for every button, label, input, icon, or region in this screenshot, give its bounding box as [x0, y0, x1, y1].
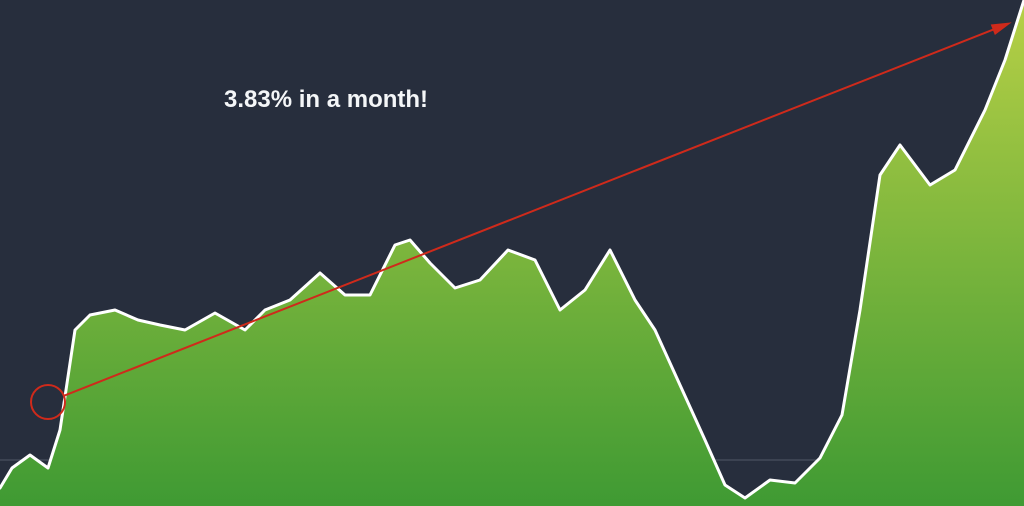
- chart-canvas: [0, 0, 1024, 506]
- performance-chart: 3.83% in a month!: [0, 0, 1024, 506]
- annotation-label: 3.83% in a month!: [224, 86, 428, 114]
